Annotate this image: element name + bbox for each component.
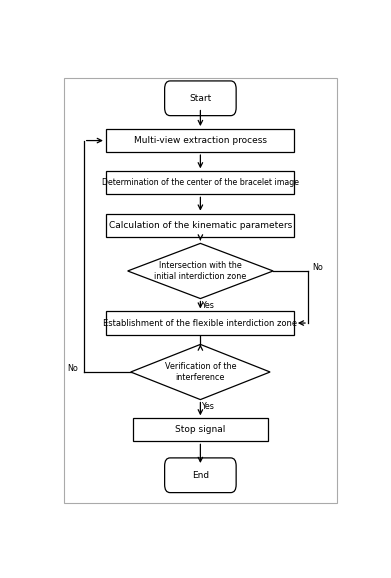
FancyBboxPatch shape bbox=[165, 81, 236, 116]
FancyBboxPatch shape bbox=[165, 458, 236, 492]
Text: Yes: Yes bbox=[201, 301, 214, 310]
Text: End: End bbox=[192, 470, 209, 480]
Bar bbox=[133, 418, 268, 442]
Text: Calculation of the kinematic parameters: Calculation of the kinematic parameters bbox=[109, 221, 292, 229]
Text: Intersection with the
initial interdiction zone: Intersection with the initial interdicti… bbox=[154, 261, 246, 281]
Text: Multi-view extraction process: Multi-view extraction process bbox=[134, 136, 267, 145]
Text: Determination of the center of the bracelet image: Determination of the center of the brace… bbox=[102, 179, 299, 187]
Bar bbox=[106, 171, 294, 194]
Bar bbox=[106, 213, 294, 237]
Polygon shape bbox=[131, 344, 270, 399]
Text: No: No bbox=[312, 263, 323, 272]
Bar bbox=[106, 312, 294, 335]
Polygon shape bbox=[128, 243, 273, 299]
Bar bbox=[106, 129, 294, 152]
Text: Establishment of the flexible interdiction zone: Establishment of the flexible interdicti… bbox=[103, 318, 298, 328]
Text: Start: Start bbox=[189, 94, 212, 103]
Text: Yes: Yes bbox=[201, 402, 214, 411]
Text: Stop signal: Stop signal bbox=[175, 425, 226, 434]
Text: Verification of the
interference: Verification of the interference bbox=[165, 362, 236, 381]
Text: No: No bbox=[67, 364, 78, 373]
